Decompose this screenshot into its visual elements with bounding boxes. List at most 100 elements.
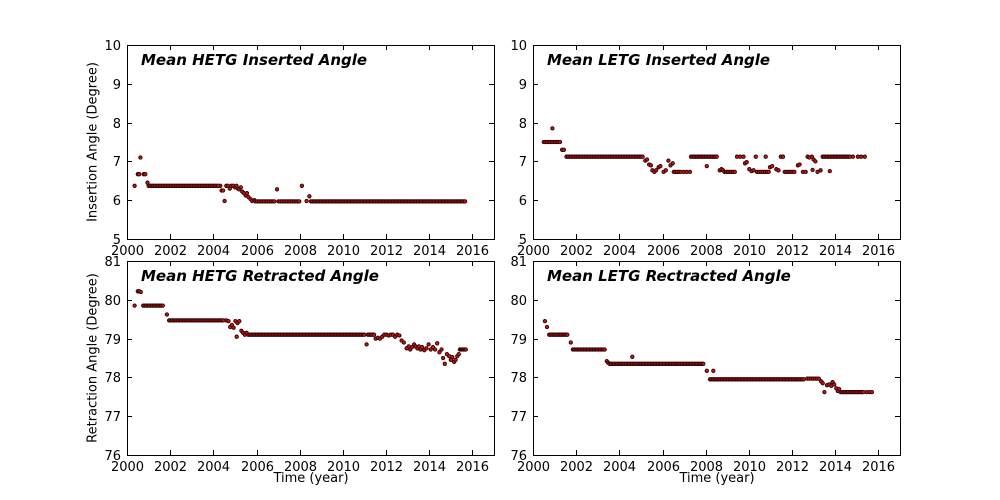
y-tick-label: 8 [519, 117, 527, 132]
panel-letg-inserted: 2000 2002 2004 2006 2008 2010 2012 2014 2016 5 6 7 8… [510, 39, 901, 259]
x-tick-label: 2006 [647, 460, 680, 475]
x-tick-label: 2014 [819, 460, 852, 475]
data-point [297, 199, 302, 204]
x-tick-label: 2008 [284, 244, 317, 259]
data-point [670, 161, 675, 166]
data-point [711, 368, 716, 373]
data-point [847, 154, 853, 159]
data-point [222, 198, 227, 204]
data-point [832, 382, 837, 387]
data-point [561, 147, 567, 152]
data-point [792, 169, 797, 175]
data-point [244, 191, 250, 196]
data-point [456, 351, 461, 357]
x-tick-label: 2006 [241, 244, 274, 259]
x-tick-label: 2006 [647, 244, 680, 259]
data-point [704, 368, 709, 373]
y-tick-label: 78 [104, 371, 121, 386]
x-axis-label-time-right: Time (year) [679, 471, 755, 486]
data-point [550, 126, 555, 131]
data-point [640, 154, 645, 159]
data-point [732, 169, 737, 175]
data-point [818, 168, 823, 173]
data-point [364, 342, 369, 347]
y-tick-label: 81 [104, 255, 121, 270]
x-tick-label: 2008 [690, 460, 723, 475]
y-tick-label: 79 [104, 333, 121, 348]
y-tick-label: 77 [104, 410, 121, 425]
data-point [813, 159, 818, 164]
data-point [437, 350, 442, 355]
data-point [701, 361, 706, 366]
data-point [220, 188, 226, 193]
data-point [542, 318, 548, 324]
data-point [401, 340, 406, 345]
y-tick-label: 9 [113, 78, 121, 93]
y-tick-label: 8 [113, 117, 121, 132]
data-point [630, 354, 635, 359]
data-point [687, 169, 693, 175]
data-point [132, 183, 137, 188]
x-tick-label: 2014 [413, 244, 446, 259]
data-points [541, 126, 867, 175]
y-tick-label: 76 [104, 449, 121, 464]
x-tick-label: 2016 [862, 244, 895, 259]
y-axis-label-insertion-angle: Insertion Angle (Degree) [85, 62, 101, 222]
data-point [810, 167, 815, 173]
data-point [678, 169, 683, 175]
data-point [557, 139, 563, 145]
x-tick-label: 2002 [560, 460, 593, 475]
data-points [132, 289, 468, 366]
data-point [238, 185, 243, 190]
data-point [426, 342, 431, 347]
data-point [714, 154, 719, 159]
x-tick-label: 2002 [154, 244, 187, 259]
panel-title-letg-inserted: Mean LETG Inserted Angle [547, 51, 771, 69]
axes-frame [533, 45, 901, 240]
data-point [751, 168, 756, 173]
data-point [432, 347, 438, 352]
data-point [237, 318, 242, 324]
x-axis-label-time-left: Time (year) [273, 471, 349, 486]
x-tick-label: 2016 [456, 244, 489, 259]
x-tick-label: 2002 [560, 244, 593, 259]
data-point [419, 344, 425, 350]
x-tick-label: 2004 [603, 244, 636, 259]
data-point [820, 381, 825, 386]
x-tick-label: 2008 [284, 460, 317, 475]
x-tick-label: 2000 [517, 460, 550, 475]
data-points [542, 318, 875, 395]
data-point [862, 154, 867, 159]
panel-title-hetg-inserted: Mean HETG Inserted Angle [141, 51, 368, 69]
data-point [424, 346, 429, 351]
y-tick-label: 10 [104, 39, 121, 54]
data-point [439, 347, 444, 352]
data-point [816, 376, 821, 381]
y-tick-label: 80 [510, 294, 527, 309]
data-point [362, 332, 367, 337]
x-tick-label: 2014 [819, 244, 852, 259]
x-tick-label: 2012 [370, 244, 403, 259]
data-point [648, 163, 654, 168]
x-tick-label: 2004 [603, 460, 636, 475]
x-tick-label: 2016 [456, 460, 489, 475]
x-tick-label: 2008 [690, 244, 723, 259]
data-point [797, 162, 802, 167]
data-point [463, 347, 468, 352]
y-tick-label: 5 [519, 233, 527, 248]
data-point [216, 183, 221, 188]
y-tick-label: 77 [510, 410, 527, 425]
panel-hetg-inserted: 2000 2002 2004 2006 2008 2010 2012 2014 2016 5 6 7 8… [104, 39, 495, 259]
data-point [653, 168, 659, 173]
x-tick-label: 2016 [862, 460, 895, 475]
data-point [462, 199, 468, 204]
data-point [371, 332, 377, 337]
data-point [274, 187, 280, 192]
x-tick-label: 2014 [413, 460, 446, 475]
y-tick-label: 76 [510, 449, 527, 464]
x-tick-label: 2000 [111, 460, 144, 475]
data-point [666, 158, 671, 163]
data-point [861, 389, 866, 395]
